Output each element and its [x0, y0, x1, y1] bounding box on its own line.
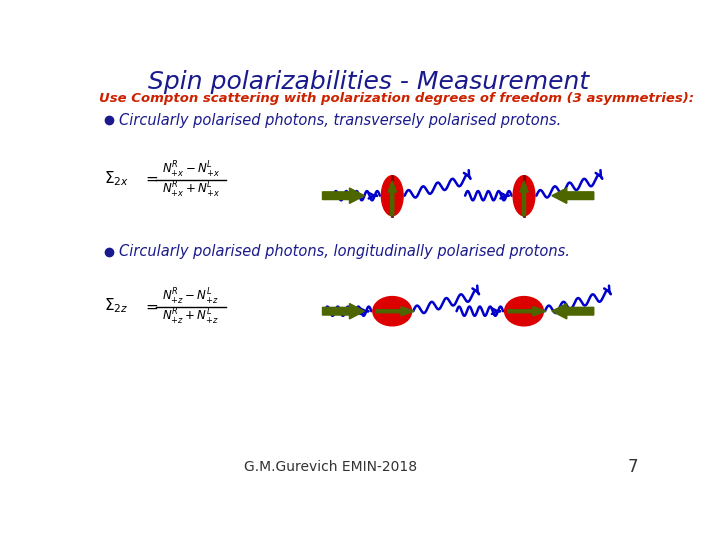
FancyArrow shape	[323, 303, 364, 319]
Ellipse shape	[505, 296, 544, 326]
Text: $=$: $=$	[143, 171, 159, 186]
Text: $\Sigma_{2z}$: $\Sigma_{2z}$	[104, 296, 128, 315]
FancyArrow shape	[552, 303, 594, 319]
Ellipse shape	[373, 296, 412, 326]
FancyArrow shape	[508, 307, 546, 316]
FancyArrow shape	[376, 307, 414, 316]
Text: G.M.Gurevich EMIN-2018: G.M.Gurevich EMIN-2018	[243, 460, 417, 474]
FancyArrow shape	[520, 181, 528, 215]
FancyArrow shape	[552, 188, 594, 204]
Text: $N^{R}_{+z}-N^{L}_{+z}$: $N^{R}_{+z}-N^{L}_{+z}$	[162, 287, 219, 307]
FancyArrow shape	[323, 188, 364, 204]
Text: Spin polarizabilities - Measurement: Spin polarizabilities - Measurement	[148, 70, 590, 94]
Text: $N^{R}_{+z}+N^{L}_{+z}$: $N^{R}_{+z}+N^{L}_{+z}$	[162, 307, 219, 327]
Text: $N^{R}_{+x}-N^{L}_{+x}$: $N^{R}_{+x}-N^{L}_{+x}$	[162, 159, 220, 180]
Ellipse shape	[513, 176, 535, 215]
Text: Circularly polarised photons, longitudinally polarised protons.: Circularly polarised photons, longitudin…	[120, 245, 570, 259]
Text: $\Sigma_{2x}$: $\Sigma_{2x}$	[104, 170, 129, 188]
Text: $N^{R}_{+x}+N^{L}_{+x}$: $N^{R}_{+x}+N^{L}_{+x}$	[162, 180, 220, 200]
Ellipse shape	[382, 176, 403, 215]
Text: 7: 7	[627, 458, 638, 476]
Text: Circularly polarised photons, transversely polarised protons.: Circularly polarised photons, transverse…	[120, 113, 562, 128]
Text: $=$: $=$	[143, 298, 159, 313]
Text: Use Compton scattering with polarization degrees of freedom (3 asymmetries):: Use Compton scattering with polarization…	[99, 92, 694, 105]
FancyArrow shape	[388, 181, 397, 215]
